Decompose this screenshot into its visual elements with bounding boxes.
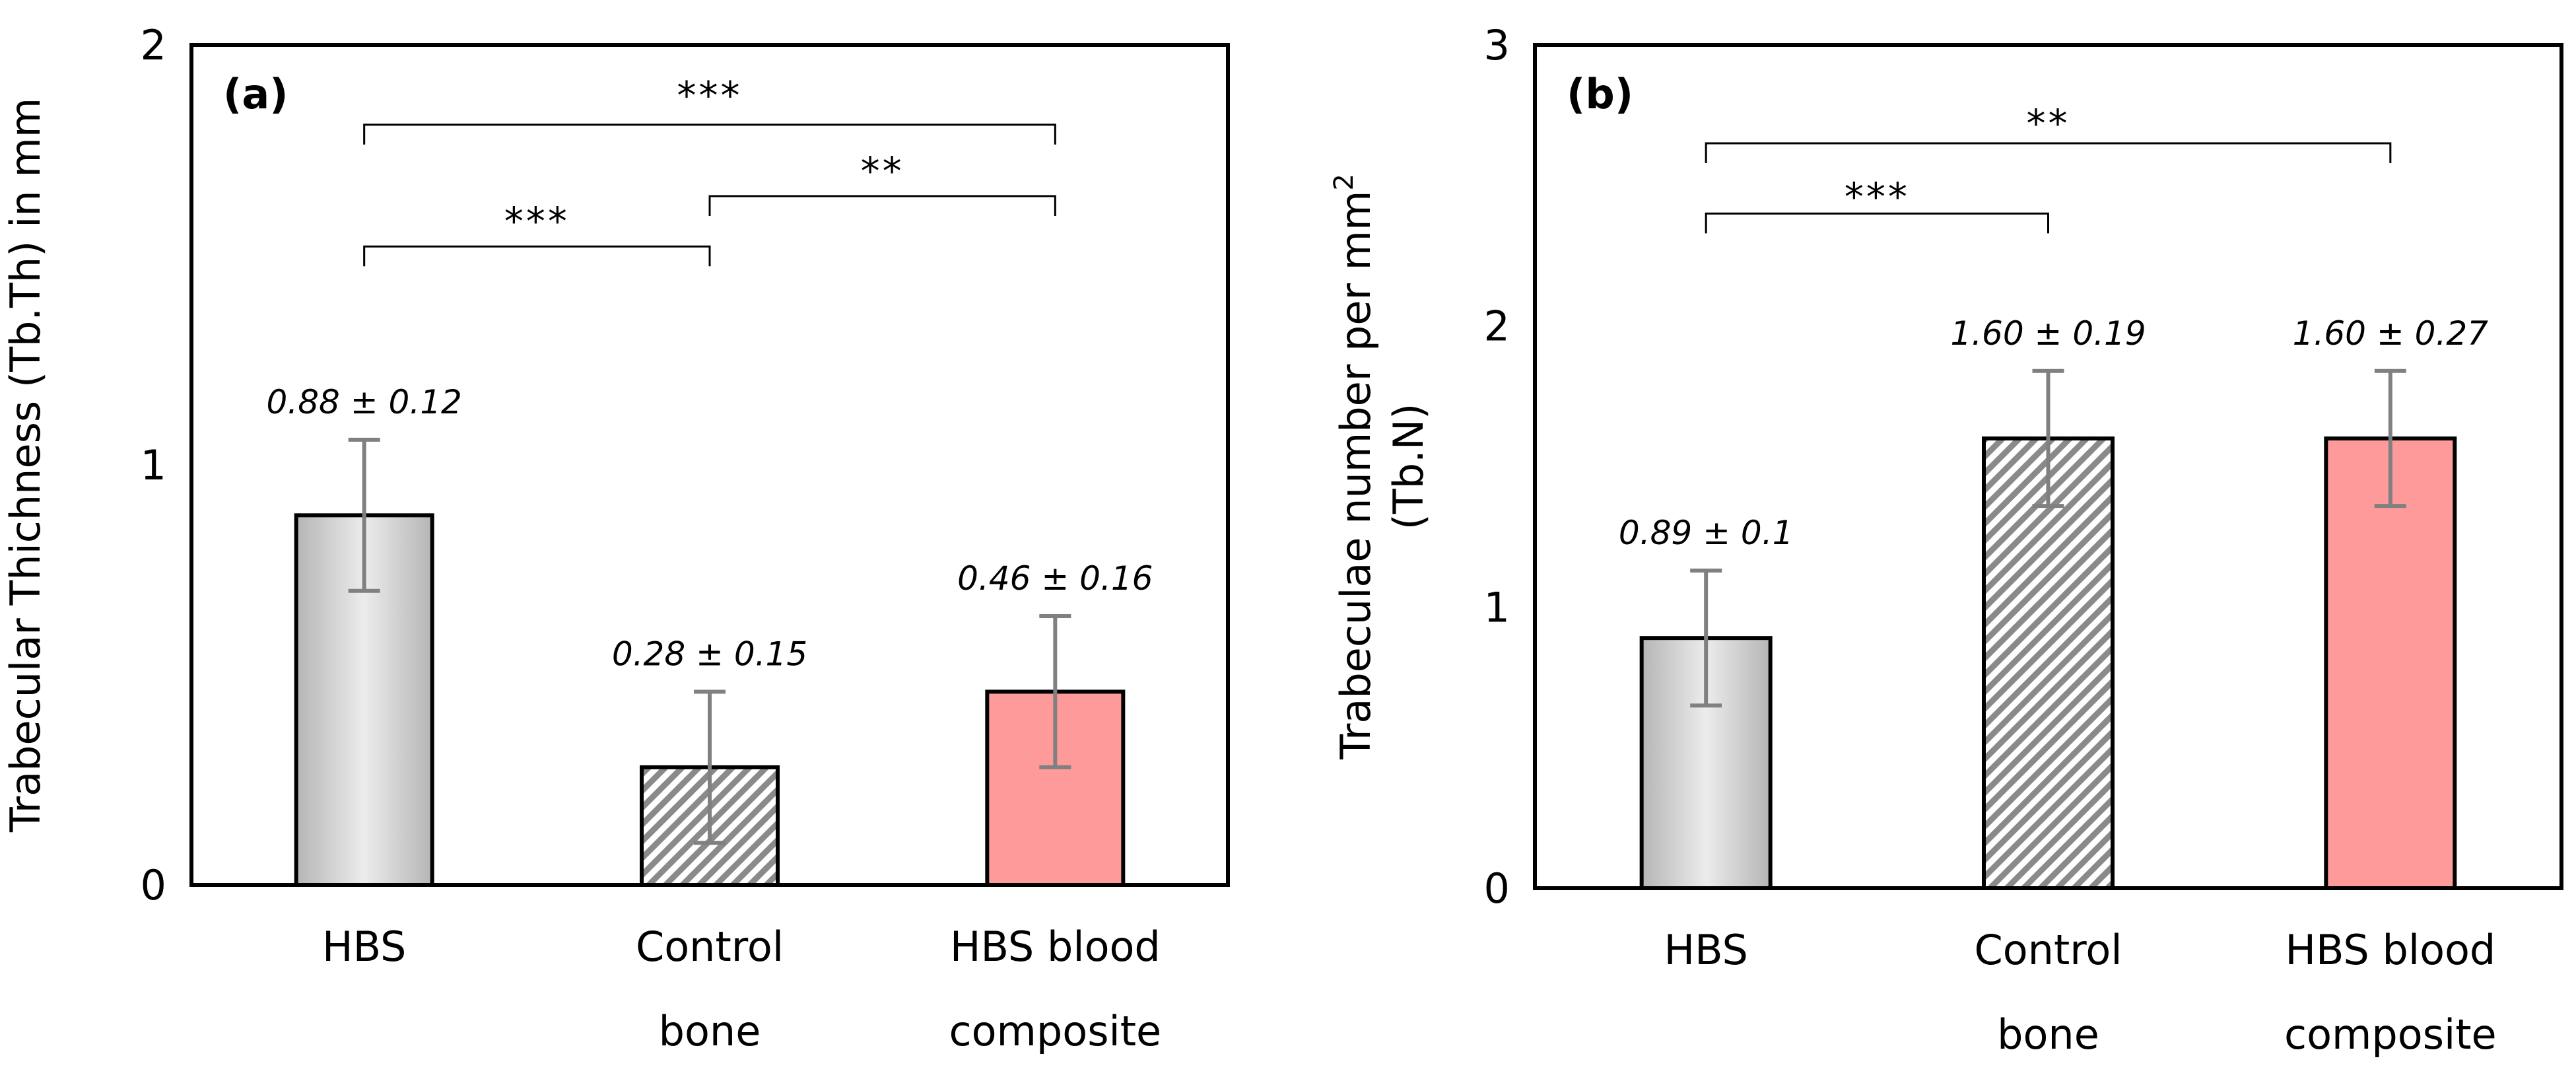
x-category-label: HBS blood xyxy=(2285,926,2495,974)
bracket-line xyxy=(1705,142,2392,163)
significance-bracket: ** xyxy=(1705,101,2392,163)
significance-label: ** xyxy=(2027,101,2070,146)
chart-panel-a: 0 1 2 (a) Trabecular Thichness (Tb.Th) in mm… xyxy=(1,21,1230,1055)
significance-label: *** xyxy=(677,73,743,118)
y-axis-label-line2: (Tb.N) xyxy=(1384,403,1433,530)
y-tick-label: 0 xyxy=(141,861,166,909)
bar xyxy=(1639,636,1773,890)
error-bar xyxy=(2032,368,2064,508)
bar xyxy=(2324,436,2457,890)
y-tick-label: 0 xyxy=(1484,864,1510,913)
x-category-label: HBS xyxy=(322,923,406,971)
bracket-line xyxy=(1705,212,2049,234)
bracket-line xyxy=(708,195,1056,216)
error-bar xyxy=(694,689,726,845)
significance-bracket: ** xyxy=(708,149,1056,216)
y-axis-label-superscript: 2 xyxy=(1329,174,1359,190)
x-category-label: bone xyxy=(1997,1010,2099,1059)
data-label: 1.60 ± 0.27 xyxy=(2293,314,2489,353)
error-bar xyxy=(2374,368,2406,508)
bar xyxy=(1982,436,2115,890)
x-category-label: Control xyxy=(1974,926,2122,974)
panel-label: (b) xyxy=(1567,70,1633,118)
y-tick-label: 2 xyxy=(141,21,166,69)
y-axis-label: Trabeculae number per mm2 xyxy=(1329,174,1380,760)
y-tick-label: 1 xyxy=(1484,583,1510,631)
data-label: 0.89 ± 0.1 xyxy=(1619,514,1794,552)
data-label: 1.60 ± 0.19 xyxy=(1950,314,2146,353)
data-label: 0.88 ± 0.12 xyxy=(266,383,461,421)
bar xyxy=(985,689,1126,887)
panel-label: (a) xyxy=(223,70,288,118)
x-category-label: composite xyxy=(949,1007,1161,1055)
y-axis-label: Trabecular Thichness (Tb.Th) in mm xyxy=(1,98,50,833)
significance-label: *** xyxy=(1845,174,1910,219)
x-category-label: HBS xyxy=(1664,926,1747,974)
y-tick-label: 1 xyxy=(141,441,166,489)
x-category-label: Control xyxy=(636,923,784,971)
y-axis-label-text: Trabeculae number per mm xyxy=(1332,191,1380,760)
bracket-line xyxy=(363,123,1056,145)
significance-bracket: *** xyxy=(1705,174,2049,234)
significance-bracket: *** xyxy=(363,199,711,267)
significance-bracket: *** xyxy=(363,73,1056,145)
error-bar xyxy=(348,437,380,593)
x-category-label: composite xyxy=(2284,1010,2497,1059)
data-label: 0.28 ± 0.15 xyxy=(612,635,807,673)
x-category-label: HBS blood xyxy=(950,923,1161,971)
significance-label: *** xyxy=(504,199,570,244)
error-bar xyxy=(1690,568,1722,708)
y-tick-label: 3 xyxy=(1484,21,1510,69)
bracket-line xyxy=(363,245,711,267)
significance-label: ** xyxy=(861,149,904,193)
y-tick-label: 2 xyxy=(1484,302,1510,351)
data-label: 0.46 ± 0.16 xyxy=(957,559,1153,598)
error-bar xyxy=(1039,613,1071,769)
x-category-label: bone xyxy=(659,1007,761,1055)
